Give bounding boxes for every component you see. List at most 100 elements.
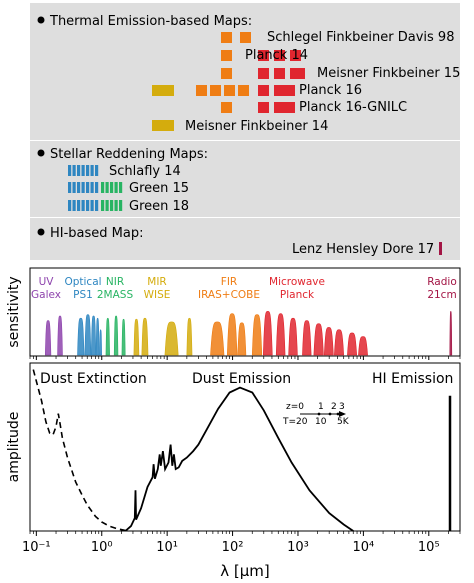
map-label-mf14: Meisner Finkbeiner 14 [185, 119, 328, 134]
stellar-band-stripe [105, 200, 109, 211]
filter-curve-optical [99, 329, 102, 356]
amplitude-ylabel: amplitude [6, 412, 22, 483]
amplitude-xlabel: λ [μm] [220, 562, 270, 580]
map-coverage-block [274, 85, 285, 96]
filter-curve-microwave [323, 327, 334, 356]
section-title-hi: HI-based Map: [50, 226, 144, 241]
map-label-green15: Green 15 [129, 181, 189, 196]
band-label-planck: Planck [280, 289, 315, 301]
x-tick-label: 10¹ [156, 540, 178, 555]
dust-emission-curve [124, 386, 354, 532]
map-coverage-block [274, 50, 285, 61]
stellar-band-stripe [110, 182, 114, 193]
filter-curve-fir [226, 313, 238, 356]
band-label-uv: UV [39, 276, 55, 288]
map-label-schlafly14: Schlafly 14 [109, 164, 181, 179]
stellar-band-stripe [90, 200, 94, 211]
band-label-iras+cobe: IRAS+COBE [198, 289, 260, 301]
sensitivity-filters [44, 310, 453, 356]
map-label-mf15: Meisner Finkbeiner 15 [317, 66, 460, 81]
filter-curve-microwave [358, 336, 368, 356]
redshift-z-1: 1 [318, 402, 324, 412]
section-bullet [37, 228, 45, 236]
stellar-band-stripe [77, 200, 81, 211]
stellar-band-stripe [119, 200, 123, 211]
x-tick-label: 10⁰ [91, 540, 113, 555]
filter-curve-mir [141, 317, 149, 356]
thermal-blocks [152, 32, 305, 131]
x-tick-label: 10² [222, 540, 244, 555]
section-bullet [37, 16, 45, 24]
filter-curve-mir [164, 321, 179, 356]
stellar-band-stripe [90, 182, 94, 193]
filter-curve-radio [449, 310, 453, 356]
filter-curve-microwave [313, 323, 324, 356]
map-coverage-block [152, 85, 174, 96]
map-coverage-block [224, 85, 235, 96]
redshift-z-3: 3 [339, 402, 345, 412]
map-coverage-block [284, 85, 295, 96]
stellar-band-stripe [114, 200, 118, 211]
thermal-section-bg [30, 3, 460, 140]
redshift-tick-dot [328, 412, 332, 416]
stellar-band-stripe [86, 165, 90, 176]
filter-curve-optical [90, 315, 97, 356]
map-coverage-block [290, 50, 301, 61]
map-coverage-block [258, 102, 269, 113]
amplitude-panel: 10⁻¹ 10⁰ 10¹ 10² 10³ 10⁴ 10⁵ Dust Extinction D… [6, 362, 461, 580]
map-coverage-block [221, 102, 232, 113]
stellar-band-stripe [68, 165, 72, 176]
band-label-microwave: Microwave [269, 276, 325, 288]
redshift-tick-dot [317, 412, 321, 416]
map-coverage-block [240, 32, 251, 43]
stellar-band-stripe [81, 182, 85, 193]
map-coverage-block [152, 120, 174, 131]
band-label-nir: NIR [106, 276, 124, 288]
map-coverage-block [221, 50, 232, 61]
map-label-green18: Green 18 [129, 199, 189, 214]
hi-section-bg [30, 218, 460, 260]
map-label-sfd98: Schlegel Finkbeiner Davis 98 [267, 30, 454, 45]
band-label-2mass: 2MASS [97, 289, 134, 301]
redshift-temperature-axis: z=0 1 2 3 T=20 10 5K [282, 402, 350, 427]
region-label-dust-emission: Dust Emission [192, 371, 291, 387]
temperature-t-label: T=20 [282, 417, 308, 427]
filter-curve-uv [44, 320, 52, 356]
stellar-band-stripe [68, 200, 72, 211]
filter-curve-microwave [302, 320, 312, 356]
temperature-t-10: 10 [315, 417, 327, 427]
stellar-band-stripe [95, 182, 99, 193]
filter-curve-fir [237, 322, 247, 356]
map-coverage-block [221, 32, 232, 43]
stellar-band-stripe [101, 200, 105, 211]
stellar-band-stripe [77, 165, 81, 176]
map-coverage-block [258, 50, 269, 61]
stellar-band-stripe [119, 182, 123, 193]
filter-curve-uv [57, 315, 63, 356]
stellar-band-stripe [72, 182, 76, 193]
band-label-ps1: PS1 [73, 289, 93, 301]
map-label-lhd17: Lenz Hensley Dore 17 [292, 242, 434, 257]
filter-curve-microwave [262, 310, 273, 356]
redshift-tick-dot [336, 412, 340, 416]
map-coverage-block [274, 68, 285, 79]
redshift-z-2: 2 [331, 402, 337, 412]
band-label-21cm: 21cm [427, 289, 456, 301]
stellar-band-stripe [105, 182, 109, 193]
map-coverage-block [258, 68, 269, 79]
extinction-curve [32, 369, 130, 532]
filter-curve-microwave [288, 317, 298, 356]
band-label-mir: MIR [147, 276, 166, 288]
map-coverage-block [294, 68, 305, 79]
filter-curve-optical [77, 317, 85, 356]
filter-curve-optical [84, 314, 92, 356]
stellar-band-stripe [72, 200, 76, 211]
section-bullet [37, 149, 45, 157]
stellar-band-stripe [110, 200, 114, 211]
temperature-t-5k: 5K [337, 417, 350, 427]
maps-panel: Thermal Emission-based Maps: Stellar Red… [30, 3, 460, 260]
hi-map-marker [439, 242, 442, 255]
filter-curve-optical [95, 317, 100, 356]
